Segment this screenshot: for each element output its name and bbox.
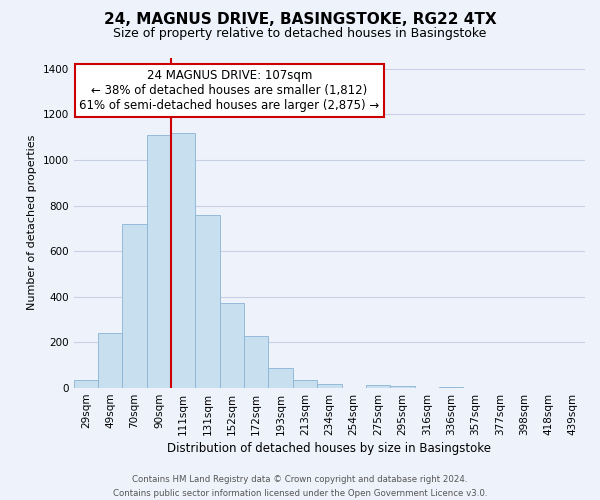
Bar xyxy=(147,135,171,388)
Text: 24 MAGNUS DRIVE: 107sqm
← 38% of detached houses are smaller (1,812)
61% of semi: 24 MAGNUS DRIVE: 107sqm ← 38% of detache… xyxy=(79,69,380,112)
Bar xyxy=(98,334,122,388)
Bar xyxy=(196,215,220,388)
Bar xyxy=(171,132,196,388)
Y-axis label: Number of detached properties: Number of detached properties xyxy=(27,135,37,310)
Bar xyxy=(390,386,415,388)
Text: 24, MAGNUS DRIVE, BASINGSTOKE, RG22 4TX: 24, MAGNUS DRIVE, BASINGSTOKE, RG22 4TX xyxy=(104,12,496,28)
Bar xyxy=(244,336,268,388)
Bar xyxy=(122,224,147,388)
Bar xyxy=(366,384,390,388)
Bar xyxy=(220,302,244,388)
Bar xyxy=(74,380,98,388)
Bar xyxy=(317,384,341,388)
Bar xyxy=(439,387,463,388)
Bar xyxy=(293,380,317,388)
Text: Contains HM Land Registry data © Crown copyright and database right 2024.
Contai: Contains HM Land Registry data © Crown c… xyxy=(113,476,487,498)
Text: Size of property relative to detached houses in Basingstoke: Size of property relative to detached ho… xyxy=(113,28,487,40)
Bar xyxy=(268,368,293,388)
X-axis label: Distribution of detached houses by size in Basingstoke: Distribution of detached houses by size … xyxy=(167,442,491,455)
